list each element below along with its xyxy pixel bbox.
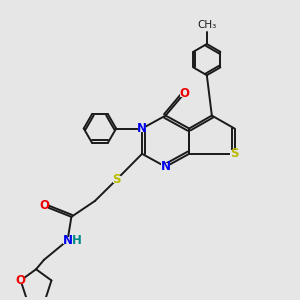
Text: O: O: [16, 274, 26, 287]
Text: O: O: [39, 200, 49, 212]
Bar: [161, 163, 170, 170]
Text: O: O: [179, 87, 190, 100]
Text: S: S: [112, 173, 121, 186]
Bar: [40, 202, 48, 209]
Bar: [16, 277, 25, 284]
Bar: [180, 90, 189, 97]
Bar: [63, 237, 72, 244]
Text: N: N: [137, 122, 147, 135]
Text: N: N: [160, 160, 171, 173]
Bar: [138, 125, 146, 132]
Text: S: S: [230, 147, 239, 160]
Text: H: H: [71, 234, 81, 247]
Text: N: N: [63, 234, 73, 247]
Bar: [112, 176, 121, 183]
Text: CH₃: CH₃: [197, 20, 217, 30]
Bar: [230, 150, 238, 158]
